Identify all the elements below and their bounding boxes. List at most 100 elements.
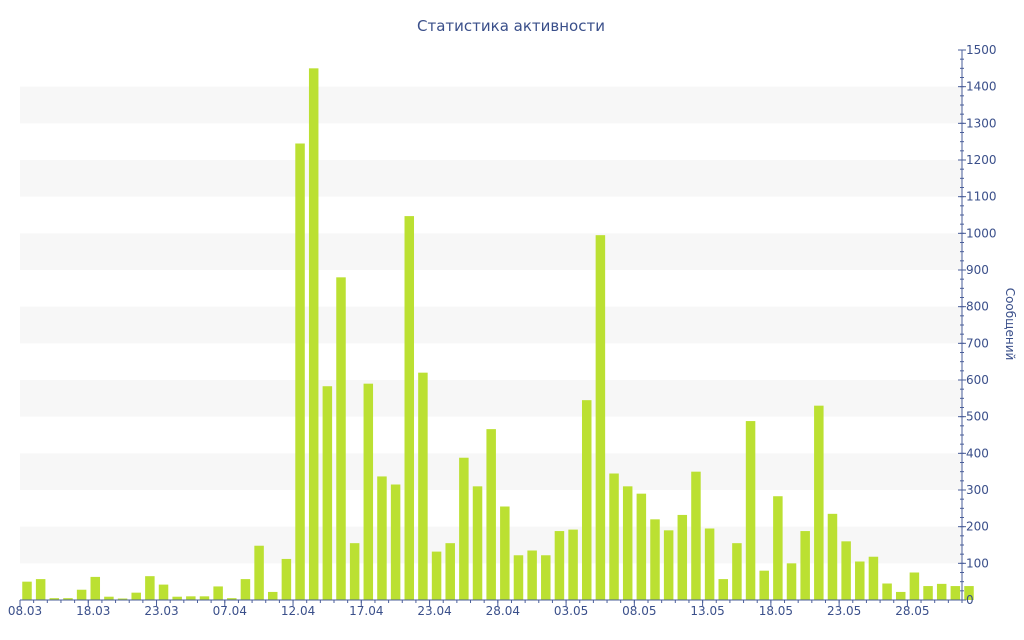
grid-bands bbox=[20, 86, 962, 564]
y-tick-label: 400 bbox=[966, 446, 989, 460]
grid-band bbox=[20, 380, 962, 417]
bar bbox=[541, 555, 551, 600]
x-tick-label: 18.05 bbox=[759, 604, 793, 618]
bar bbox=[773, 496, 783, 600]
y-tick-label: 700 bbox=[966, 336, 989, 350]
y-tick-label: 1100 bbox=[966, 190, 997, 204]
bar bbox=[814, 405, 824, 600]
bar bbox=[663, 530, 674, 600]
bar bbox=[459, 457, 469, 600]
bar bbox=[964, 586, 974, 600]
bar bbox=[404, 216, 415, 600]
bar bbox=[445, 543, 455, 600]
bar bbox=[117, 598, 128, 600]
bar bbox=[281, 558, 292, 600]
bar bbox=[609, 473, 619, 600]
y-tick-label: 600 bbox=[966, 373, 989, 387]
bar bbox=[500, 506, 510, 600]
bar bbox=[636, 493, 647, 600]
bar bbox=[581, 400, 592, 600]
bar bbox=[800, 531, 810, 600]
bar bbox=[390, 484, 401, 600]
bar bbox=[472, 486, 483, 600]
y-tick-label: 0 bbox=[966, 593, 974, 607]
chart-title: Статистика активности bbox=[417, 17, 605, 35]
y-tick-label: 1500 bbox=[966, 43, 997, 57]
x-tick-label: 28.04 bbox=[486, 604, 520, 618]
grid-band bbox=[20, 86, 962, 124]
x-tick-label: 18.03 bbox=[76, 604, 110, 618]
bar bbox=[308, 68, 319, 601]
bar bbox=[49, 598, 60, 600]
y-tick-label: 300 bbox=[966, 483, 989, 497]
bar bbox=[527, 550, 537, 600]
bar bbox=[199, 596, 210, 600]
bar bbox=[213, 586, 223, 600]
bar bbox=[172, 596, 182, 600]
x-tick-label: 17.04 bbox=[349, 604, 383, 618]
x-tick-label: 03.05 bbox=[554, 604, 588, 618]
bar bbox=[513, 555, 524, 600]
y-tick-label: 200 bbox=[966, 520, 989, 534]
bar bbox=[950, 586, 961, 600]
y-tick-label: 800 bbox=[966, 300, 989, 314]
bar bbox=[622, 486, 633, 600]
bar bbox=[486, 429, 496, 600]
y-tick-label: 1400 bbox=[966, 80, 997, 94]
bar bbox=[63, 598, 73, 600]
bar bbox=[895, 591, 906, 600]
bar bbox=[595, 235, 606, 600]
bar bbox=[704, 528, 715, 600]
bar bbox=[240, 579, 251, 600]
bar bbox=[145, 576, 155, 600]
y-tick-label: 900 bbox=[966, 263, 989, 277]
bar bbox=[90, 576, 101, 600]
x-tick-label: 08.03 bbox=[8, 604, 42, 618]
y-tick-label: 1300 bbox=[966, 116, 997, 130]
grid-band bbox=[20, 306, 962, 344]
bar bbox=[732, 543, 742, 600]
bars-group bbox=[22, 68, 974, 601]
bar bbox=[691, 471, 701, 600]
x-tick-label: 08.05 bbox=[622, 604, 656, 618]
y-tick-label: 1000 bbox=[966, 226, 997, 240]
bar bbox=[786, 563, 797, 600]
bar bbox=[349, 543, 360, 600]
bar bbox=[745, 421, 756, 600]
bar bbox=[254, 545, 264, 600]
x-tick-label: 28.05 bbox=[895, 604, 929, 618]
x-tick-label: 23.03 bbox=[144, 604, 178, 618]
bar bbox=[131, 592, 141, 600]
bar bbox=[76, 589, 87, 600]
x-tick-label: 07.04 bbox=[213, 604, 247, 618]
bar bbox=[759, 570, 769, 600]
bar bbox=[827, 513, 838, 600]
bar bbox=[841, 541, 851, 600]
bar bbox=[227, 598, 237, 600]
bar bbox=[418, 372, 428, 600]
bar bbox=[377, 476, 387, 600]
y-axis-title: Сообщений bbox=[1003, 288, 1017, 361]
bar bbox=[650, 519, 660, 600]
axes-group: 0 100 200 300 400 500 600 700 800 900 1000 1100 1200… bbox=[8, 43, 997, 618]
bar bbox=[158, 584, 169, 600]
grid-band bbox=[20, 233, 962, 270]
grid-band bbox=[20, 160, 962, 197]
bar bbox=[936, 583, 947, 600]
bar bbox=[868, 556, 879, 600]
bar bbox=[431, 551, 442, 600]
bar bbox=[186, 596, 196, 600]
bar bbox=[554, 531, 565, 600]
bar bbox=[22, 581, 32, 600]
bar bbox=[35, 579, 46, 600]
x-tick-label: 23.04 bbox=[417, 604, 451, 618]
bar bbox=[923, 586, 933, 600]
bar bbox=[336, 277, 346, 600]
y-tick-label: 500 bbox=[966, 410, 989, 424]
bar bbox=[295, 143, 305, 600]
y-tick-label: 100 bbox=[966, 556, 989, 570]
x-tick-label: 23.05 bbox=[827, 604, 861, 618]
bar bbox=[909, 572, 920, 600]
